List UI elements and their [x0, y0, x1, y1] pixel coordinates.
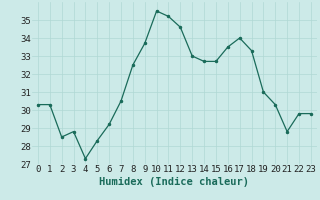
X-axis label: Humidex (Indice chaleur): Humidex (Indice chaleur) — [100, 177, 249, 187]
